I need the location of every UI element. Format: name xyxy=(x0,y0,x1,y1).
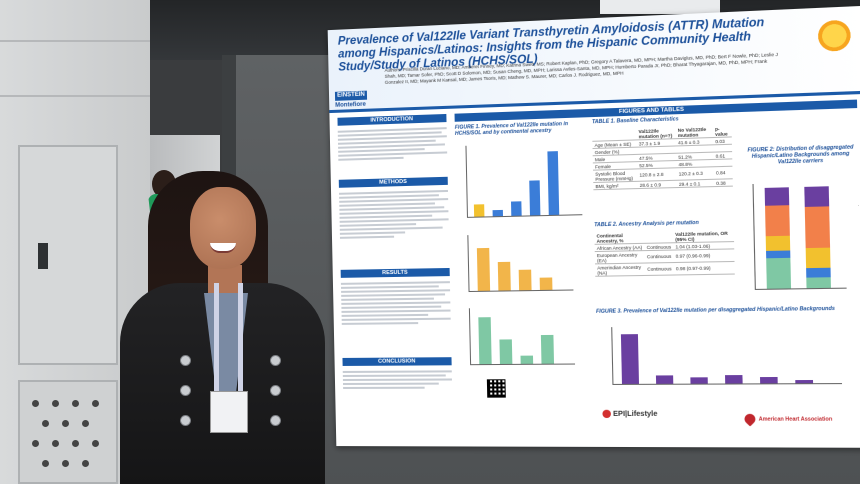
wall-vent xyxy=(18,380,118,484)
chart-bar xyxy=(478,317,491,364)
cabinet-handle xyxy=(38,243,48,269)
table2: Continental Ancestry, % Val122Ile mutati… xyxy=(594,230,734,277)
section-conclusion: CONCLUSION xyxy=(342,357,451,366)
table-row: Amerindian Ancestry (NA) Continuous 0.98 (… xyxy=(595,261,735,276)
jacket-button xyxy=(270,415,281,426)
section-methods: METHODS xyxy=(339,177,448,188)
electrical-cabinet xyxy=(18,145,118,365)
table1-header: p-value xyxy=(713,125,732,138)
jacket-button xyxy=(270,355,281,366)
chart-bar xyxy=(656,375,673,383)
jacket-button xyxy=(270,385,281,396)
epi-logo-text: EPI|Lifestyle xyxy=(613,411,658,418)
section-results: RESULTS xyxy=(341,268,450,278)
epi-lifestyle-logo: EPI|Lifestyle xyxy=(602,410,657,418)
research-poster: Prevalence of Val122Ile Variant Transthy… xyxy=(328,6,860,448)
results-text xyxy=(341,279,451,327)
heart-icon xyxy=(742,412,757,427)
figure1-chart-top xyxy=(465,142,582,218)
einstein-logo: EINSTEIN xyxy=(335,91,367,101)
chart-bar xyxy=(547,151,559,215)
jacket-button xyxy=(180,385,191,396)
table1: Val122Ile mutation (n=?) No Val122Ile mu… xyxy=(592,125,733,190)
jacket-button xyxy=(180,355,191,366)
name-badge xyxy=(210,391,248,433)
lanyard xyxy=(214,283,219,393)
table2-header xyxy=(644,231,673,244)
figure3-caption: FIGURE 3. Prevalence of Val122Ile mutati… xyxy=(596,305,857,314)
methods-text xyxy=(339,188,449,241)
aha-logo: American Heart Association xyxy=(744,414,832,425)
chart-bar xyxy=(493,210,503,216)
ceiling-light xyxy=(600,0,720,14)
figure1-chart-bottom xyxy=(469,307,575,365)
section-introduction: INTRODUCTION xyxy=(337,114,446,126)
aha-logo-text: American Heart Association xyxy=(759,416,833,422)
chart-bar xyxy=(725,375,743,383)
figure2-chart xyxy=(752,182,846,290)
chart-bar xyxy=(477,248,490,291)
conclusion-text xyxy=(343,368,452,391)
lanyard xyxy=(238,283,243,393)
montefiore-logo: Montefiore xyxy=(335,102,366,109)
wall-line xyxy=(0,40,150,42)
chart-bar xyxy=(498,262,511,291)
intro-text xyxy=(338,125,448,163)
sun-logo-icon xyxy=(815,17,854,55)
presenter-person xyxy=(110,165,350,484)
chart-bar xyxy=(511,201,522,216)
chart-bar xyxy=(519,270,532,291)
chart-bar xyxy=(621,334,639,384)
figure1-caption: FIGURE 1. Prevalence of Val122Ile mutati… xyxy=(455,121,580,137)
chart-stacked-bar xyxy=(765,187,791,288)
chart-bar xyxy=(795,380,813,383)
figure1-chart-middle xyxy=(467,233,573,292)
chart-bar xyxy=(760,377,778,383)
figure2-caption: FIGURE 2: Distribution of disaggregated … xyxy=(743,144,858,166)
chart-bar xyxy=(690,377,707,383)
chart-bar xyxy=(474,204,485,216)
table2-caption: TABLE 2. Ancestry Analysis per mutation xyxy=(594,219,723,228)
face xyxy=(190,187,256,269)
chart-bar xyxy=(541,335,554,364)
chart-bar xyxy=(520,356,533,364)
wall-line xyxy=(0,95,150,97)
table2-header: Continental Ancestry, % xyxy=(594,231,644,244)
jacket-button xyxy=(180,415,191,426)
epi-logo-icon xyxy=(602,410,611,418)
figure3-chart xyxy=(611,325,842,385)
chart-bar xyxy=(499,339,512,364)
chart-bar xyxy=(529,180,540,215)
chart-bar xyxy=(540,277,553,289)
qr-code xyxy=(487,379,506,397)
chart-stacked-bar xyxy=(804,186,831,288)
